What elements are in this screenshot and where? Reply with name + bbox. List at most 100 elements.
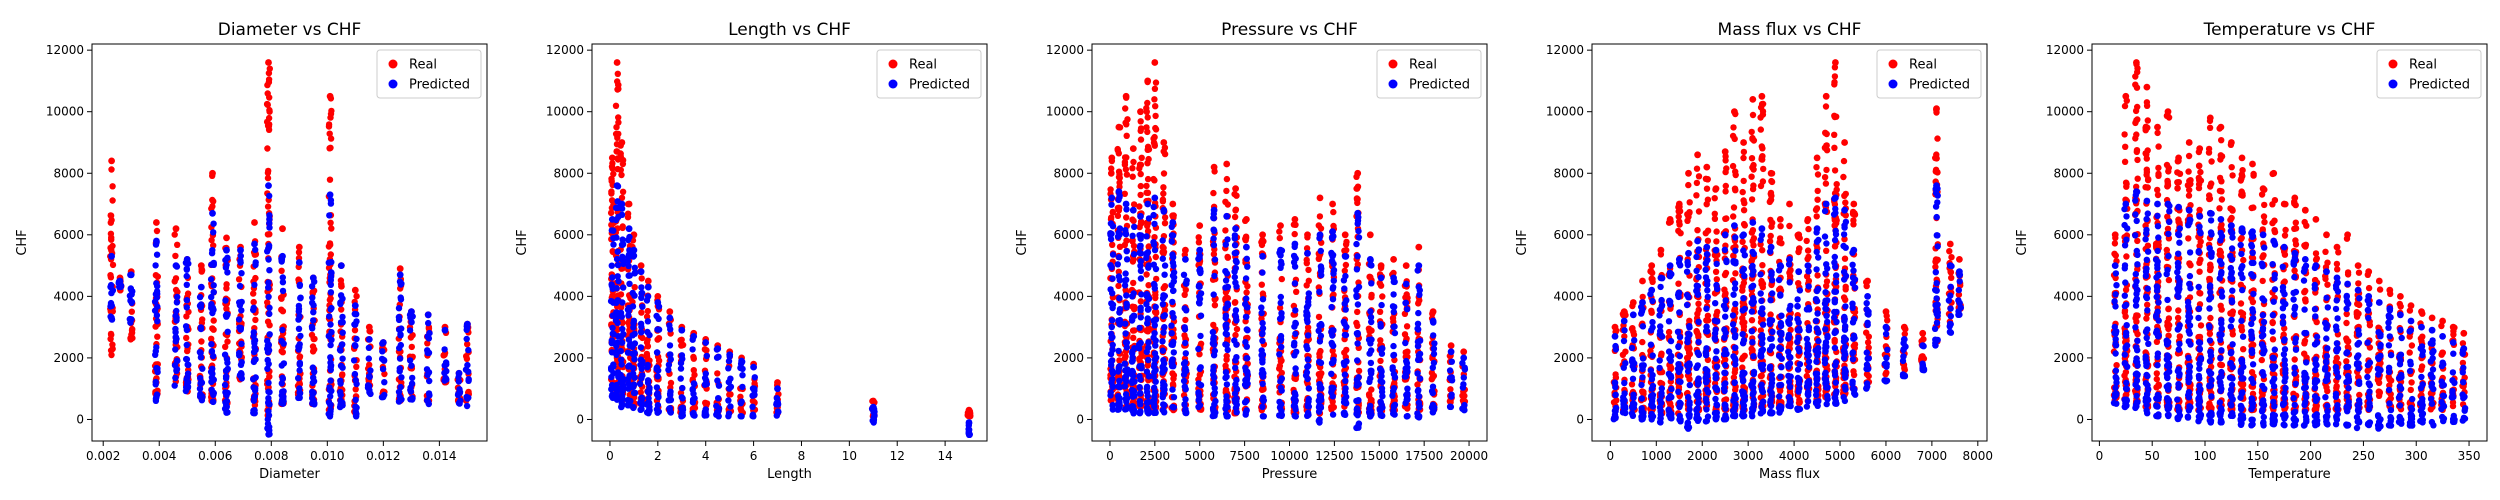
point-real-6-34 [1152,112,1159,120]
point-predicted-27-25 [1416,404,1423,411]
point-real-7-9 [655,335,663,342]
point-predicted-30-8 [1459,405,1466,412]
point-predicted-27-10 [1416,291,1423,298]
point-predicted-15-7 [327,354,334,361]
point-real-6-29 [1665,328,1673,336]
point-predicted-5-18 [639,358,646,365]
point-predicted-18-2 [366,373,373,381]
point-predicted-3-30 [1130,290,1137,297]
point-predicted-16-top [337,262,345,269]
point-predicted-8-22 [222,264,230,271]
point-real-11-9 [1210,189,1217,197]
point-real-4-15 [172,252,179,260]
point-predicted-9-12 [1182,339,1189,347]
point-predicted-12-25 [279,375,286,382]
point-predicted-9-1 [237,252,244,260]
point-real-4-22 [174,288,181,296]
point-predicted-8-26 [1170,394,1178,401]
point-predicted-22-14 [425,335,433,342]
point-predicted-23-1 [1367,308,1374,315]
point-predicted-22-37 [1353,406,1361,413]
point-predicted-8-3 [667,356,674,363]
point-predicted-5-16 [638,284,645,291]
point-predicted-11-4 [266,304,273,311]
point-real-14-46 [1740,207,1748,214]
point-predicted-0-10 [109,287,117,294]
series-real [107,59,472,420]
point-predicted-15-23 [328,258,335,266]
point-predicted-4-27 [1138,362,1145,370]
point-real-15-44 [326,176,334,183]
point-real-2-9 [128,329,136,336]
point-predicted-20-13 [397,341,404,349]
point-real-13-40 [1231,190,1238,198]
point-predicted-18-17 [1304,403,1312,410]
point-real-5-37 [1143,108,1151,116]
point-predicted-9-22 [238,375,245,382]
point-real-4-50 [1136,161,1144,168]
point-predicted-15-20 [1260,397,1268,404]
point-predicted-12-7 [279,279,287,286]
point-real-11-33 [264,101,271,109]
point-real-6-15 [643,350,651,358]
point-predicted-5-top [637,268,645,276]
point-real-6-8 [1150,135,1157,142]
point-predicted-24-18 [1378,301,1385,309]
point-real-18-top [1304,231,1311,239]
point-real-11-24 [1211,302,1219,309]
point-real-15-28 [325,123,333,130]
point-real-3-15 [153,227,161,235]
point-predicted-1-35 [1116,395,1123,402]
point-real-2-1 [1123,132,1130,139]
point-real-5-22 [1144,99,1151,107]
point-real-21-20 [1341,267,1349,274]
point-real-12-45 [1722,290,1729,297]
point-real-4-32 [1137,170,1144,178]
point-real-19-18 [1315,313,1323,321]
point-real-4-22 [1137,191,1144,199]
point-real-2-top [1629,299,1637,306]
point-predicted-9-0 [677,375,684,382]
point-real-19-top [1316,194,1324,202]
point-real-19-35 [1317,225,1325,232]
point-real-20-top [396,265,404,273]
point-real-15-37 [1750,242,1757,249]
point-predicted-20-16 [396,368,403,375]
point-predicted-6-21 [646,407,653,414]
point-real-19-37 [1316,350,1323,358]
point-real-4-21 [1138,353,1145,360]
point-real-8-top [223,234,230,242]
point-real-0-30 [608,175,615,182]
legend-box [376,49,482,99]
point-predicted-8-9 [667,396,675,404]
point-real-5-17 [1144,160,1151,167]
point-real-0-top [608,154,616,162]
point-predicted-2-16 [1122,330,1129,337]
point-predicted-20-12 [1330,327,1337,334]
point-predicted-17-10 [1292,330,1299,337]
point-real-15-51 [326,296,334,304]
point-real-24-13 [1379,293,1386,300]
point-predicted-19-26 [1316,392,1324,399]
point-predicted-17-26 [1291,389,1298,397]
point-real-2-51 [1122,166,1130,173]
point-real-1-42 [1116,179,1123,186]
point-real-1-41 [615,119,622,126]
axes-frame [91,43,488,442]
point-predicted-6-15 [197,301,205,308]
point-predicted-2-36 [1123,304,1130,311]
point-real-4-top [172,225,180,233]
point-real-15-55 [326,130,333,137]
point-predicted-23-27 [1368,370,1375,377]
point-predicted-12-22 [1224,413,1231,420]
point-real-1-13 [1621,333,1628,340]
y-tick-label: 10000 [546,105,584,119]
point-predicted-0-29 [607,297,615,305]
point-real-12-28 [1224,253,1231,261]
point-predicted-22-38 [1355,234,1363,241]
x-tick-label: 0 [606,449,614,463]
point-real-9-7 [1182,286,1190,294]
legend-box [1376,49,1482,99]
point-real-11-top [1712,185,1720,193]
